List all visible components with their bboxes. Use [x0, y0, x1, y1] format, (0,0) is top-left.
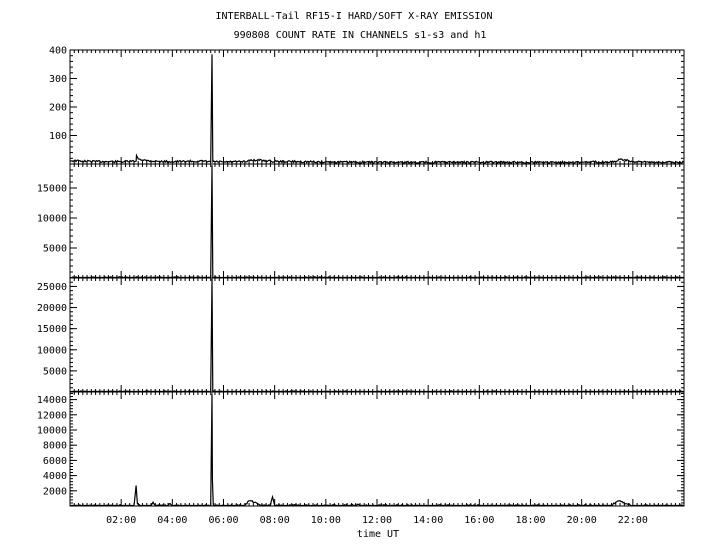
count-rate-line	[69, 165, 685, 279]
y-tick-label: 5000	[43, 244, 67, 255]
y-tick-label: 10000	[37, 214, 67, 225]
y-tick-label: 25000	[37, 282, 67, 293]
x-tick-label: 16:00	[464, 515, 494, 526]
y-tick-label: 10000	[37, 345, 67, 356]
panel-1: 100 200 300 400	[49, 46, 685, 165]
panel-frame	[69, 163, 685, 279]
y-tick-label: 2000	[43, 486, 67, 497]
count-rate-line	[69, 393, 685, 507]
y-tick-label: 200	[49, 103, 67, 114]
panel-frame	[69, 49, 685, 165]
count-rate-line	[69, 278, 685, 394]
y-tick-label: 14000	[37, 395, 67, 406]
panel-3: 5000 10000 15000 20000 25000	[37, 277, 685, 394]
x-tick-label: 06:00	[208, 515, 238, 526]
y-tick-label: 100	[49, 131, 67, 142]
count-rate-line	[69, 54, 685, 165]
panel-4: 2000 4000 6000 8000 10000 12000 14000	[37, 391, 685, 507]
y-tick-label: 4000	[43, 471, 67, 482]
panel-frame	[69, 391, 685, 507]
x-tick-label: 12:00	[362, 515, 392, 526]
x-tick-label: 04:00	[157, 515, 187, 526]
x-axis-label: time UT	[357, 529, 399, 540]
panel-2: 5000 10000 15000	[37, 163, 685, 279]
y-tick-label: 8000	[43, 441, 67, 452]
chart-subtitle: 990808 COUNT RATE IN CHANNELS s1-s3 and …	[234, 30, 487, 41]
y-tick-label: 400	[49, 46, 67, 57]
y-tick-label: 5000	[43, 366, 67, 377]
y-tick-label: 6000	[43, 456, 67, 467]
y-tick-label: 15000	[37, 184, 67, 195]
y-tick-label: 20000	[37, 303, 67, 314]
x-tick-label: 14:00	[413, 515, 443, 526]
y-tick-label: 12000	[37, 410, 67, 421]
panel-frame	[69, 277, 685, 393]
x-tick-label: 10:00	[311, 515, 341, 526]
x-tick-label: 22:00	[618, 515, 648, 526]
chart-panels: 100 200 300 400 5000 10000 15000 5000 10000 15000…	[37, 46, 685, 507]
y-tick-label: 300	[49, 74, 67, 85]
x-tick-label: 20:00	[567, 515, 597, 526]
x-tick-label: 02:00	[106, 515, 136, 526]
x-tick-label: 18:00	[515, 515, 545, 526]
y-tick-label: 10000	[37, 426, 67, 437]
x-tick-label: 08:00	[260, 515, 290, 526]
x-axis: 02:00 04:00 06:00 08:00 10:00 12:00 14:00 16:00…	[106, 515, 648, 526]
chart-title: INTERBALL-Tail RF15-I HARD/SOFT X-RAY EM…	[216, 11, 493, 22]
y-tick-label: 15000	[37, 324, 67, 335]
